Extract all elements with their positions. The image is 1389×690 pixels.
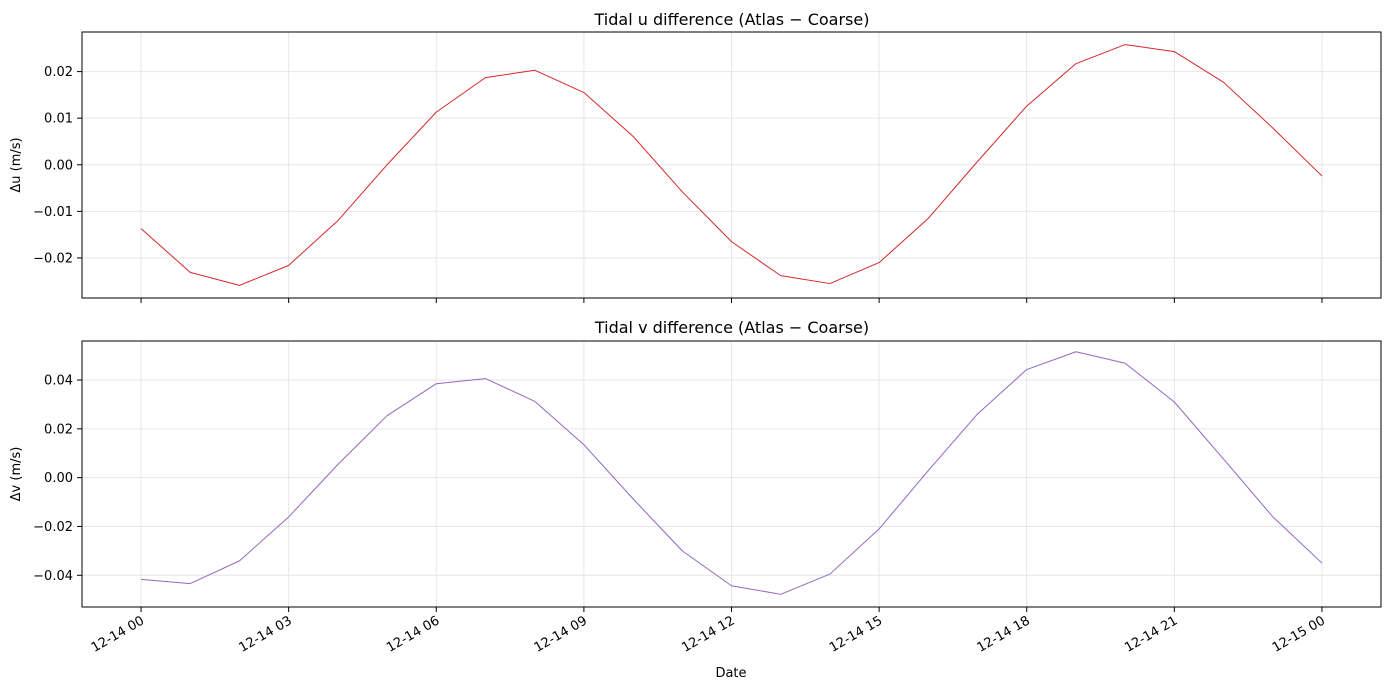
y-tick-label: 0.04 — [44, 374, 73, 389]
x-tick-label: 12-14 15 — [827, 613, 885, 655]
y-tick-label: 0.02 — [44, 65, 73, 80]
u-y-ticks: −0.02 −0.01 0.00 0.01 0.02 — [33, 65, 82, 266]
u-panel-title: Tidal u difference (Atlas − Coarse) — [594, 10, 870, 29]
y-tick-label: −0.02 — [33, 251, 73, 266]
v-x-tick-labels: 12-14 00 12-14 03 12-14 06 12-14 09 12-14 12… — [89, 613, 1328, 655]
x-tick-label: 12-14 03 — [237, 613, 295, 655]
u-y-axis-label: Δu (m/s) — [9, 137, 24, 192]
v-series — [141, 351, 1323, 595]
v-y-axis-label: Δv (m/s) — [9, 447, 24, 502]
v-y-ticks: −0.04 −0.02 0.00 0.02 0.04 — [33, 374, 82, 584]
y-tick-label: −0.04 — [33, 569, 73, 584]
x-tick-label: 12-14 06 — [384, 613, 442, 655]
x-tick-label: 12-14 12 — [679, 613, 737, 655]
y-tick-label: −0.01 — [33, 205, 73, 220]
v-grid — [82, 341, 1381, 607]
v-difference-panel: Tidal v difference (Atlas − Coarse) −0.0… — [9, 318, 1382, 681]
y-tick-label: 0.02 — [44, 422, 73, 437]
u-difference-panel: Tidal u difference (Atlas − Coarse) −0.0… — [9, 10, 1382, 303]
y-tick-label: −0.02 — [33, 520, 73, 535]
u-series — [140, 44, 1323, 286]
v-panel-title: Tidal v difference (Atlas − Coarse) — [594, 318, 869, 337]
x-tick-label: 12-14 18 — [975, 613, 1033, 655]
u-x-ticks — [140, 298, 1323, 303]
x-tick-label: 12-14 00 — [89, 613, 147, 655]
y-tick-label: 0.00 — [44, 158, 73, 173]
y-tick-label: 0.00 — [44, 471, 73, 486]
u-grid — [82, 32, 1381, 298]
x-axis-label: Date — [715, 666, 746, 681]
v-x-ticks — [140, 607, 1323, 612]
y-tick-label: 0.01 — [44, 112, 73, 127]
x-tick-label: 12-14 21 — [1122, 613, 1180, 655]
x-tick-label: 12-14 09 — [532, 613, 590, 655]
x-tick-label: 12-15 00 — [1270, 613, 1328, 655]
